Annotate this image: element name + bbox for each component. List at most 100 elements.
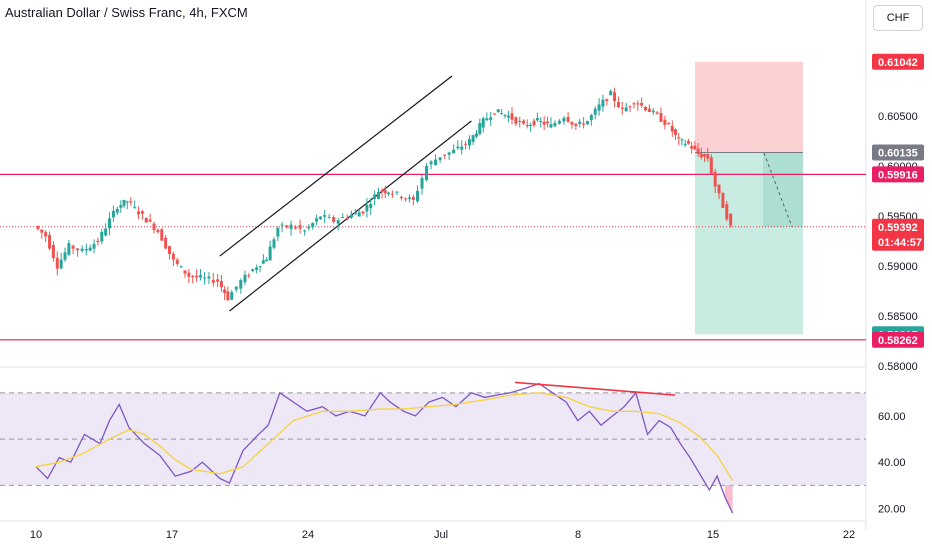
projection-line (763, 152, 793, 227)
candle-body (514, 117, 518, 124)
candle (92, 239, 96, 254)
candle-body (597, 104, 601, 111)
candle (570, 121, 574, 129)
candle-body (510, 113, 514, 120)
candle (137, 206, 141, 220)
candle (503, 114, 507, 119)
candle-body (593, 108, 597, 115)
candle-body (315, 218, 319, 222)
candle-body (175, 259, 179, 264)
candle (674, 128, 678, 140)
candle-body (243, 274, 247, 283)
candle-body (44, 232, 48, 237)
candle (272, 236, 276, 250)
price-tick-label: 0.58000 (878, 361, 918, 373)
rsi-tick-label: 20.00 (878, 503, 906, 515)
candle-body (644, 106, 648, 111)
candle (76, 247, 80, 257)
candle (203, 272, 207, 285)
candle (164, 234, 168, 250)
candle (294, 225, 298, 230)
candle (474, 129, 478, 139)
candle (447, 152, 451, 161)
candle (198, 268, 202, 281)
candle (152, 221, 156, 234)
candle (71, 244, 75, 255)
candle-body (443, 154, 447, 156)
candle-body (280, 224, 284, 226)
candle-body (318, 216, 322, 220)
candle-body (425, 166, 429, 181)
candle (644, 106, 648, 112)
candle-body (651, 110, 655, 113)
time-tick-label: 17 (166, 529, 178, 541)
candle (357, 209, 361, 217)
candle (258, 265, 262, 273)
candle-body (539, 121, 543, 123)
candle (464, 141, 468, 150)
candle-body (471, 135, 475, 142)
candle-body (562, 117, 566, 122)
time-axis[interactable]: 10 17 24 Jul 8 15 22 (0, 520, 866, 541)
candle (211, 273, 215, 287)
candle-body (686, 140, 690, 144)
candle-body (294, 227, 298, 229)
price-tag-label: 0.59916 (878, 169, 918, 181)
candle-body (616, 102, 620, 108)
time-tick-label: 10 (30, 529, 42, 541)
candle (285, 224, 289, 229)
candle-body (628, 106, 632, 108)
candle-body (429, 161, 433, 165)
candle (632, 101, 636, 109)
candle-body (265, 259, 269, 262)
candle-body (129, 201, 133, 203)
candle-body (383, 190, 387, 194)
divergence-line (514, 381, 676, 396)
rsi-ma-line (35, 392, 734, 482)
currency-button[interactable]: CHF (873, 5, 923, 31)
candle-body (51, 244, 55, 259)
candle (191, 274, 195, 284)
candle (725, 200, 729, 222)
candle-body (183, 270, 187, 274)
candle (647, 104, 651, 113)
candle (243, 270, 247, 285)
rsi-pane[interactable]: 60.00 40.00 20.00 (0, 381, 906, 515)
candle (315, 214, 319, 226)
candle-body (709, 157, 713, 174)
candle-body (92, 244, 96, 249)
candle (239, 278, 243, 294)
candle-body (706, 154, 710, 159)
candle-body (140, 211, 144, 214)
candle-body (55, 257, 59, 269)
candle-body (713, 172, 717, 187)
candle (525, 119, 529, 129)
time-tick-label: 8 (575, 529, 581, 541)
candle-body (373, 194, 377, 199)
price-pane[interactable]: 0.605000.600000.595000.590000.585000.580… (0, 0, 924, 530)
candle-body (529, 125, 533, 127)
candle (407, 194, 411, 203)
candle (518, 116, 522, 128)
candle-body (399, 196, 403, 199)
candle-body (353, 212, 357, 215)
candle (640, 97, 644, 109)
candle-body (100, 231, 104, 242)
candle-body (63, 252, 67, 260)
candle (667, 121, 671, 125)
candle (289, 220, 293, 236)
candle (481, 116, 485, 133)
candle (510, 107, 514, 125)
candle (395, 191, 399, 195)
price-tag-box (872, 218, 924, 251)
candle (48, 231, 52, 251)
candle (369, 198, 373, 215)
candle (703, 153, 707, 162)
candle (230, 289, 234, 300)
price-tag-current: 0.59392 01:44:57 (872, 218, 924, 251)
candle-body (332, 217, 336, 222)
candle (207, 272, 211, 285)
candle-body (198, 275, 202, 278)
candle-body (230, 292, 234, 300)
